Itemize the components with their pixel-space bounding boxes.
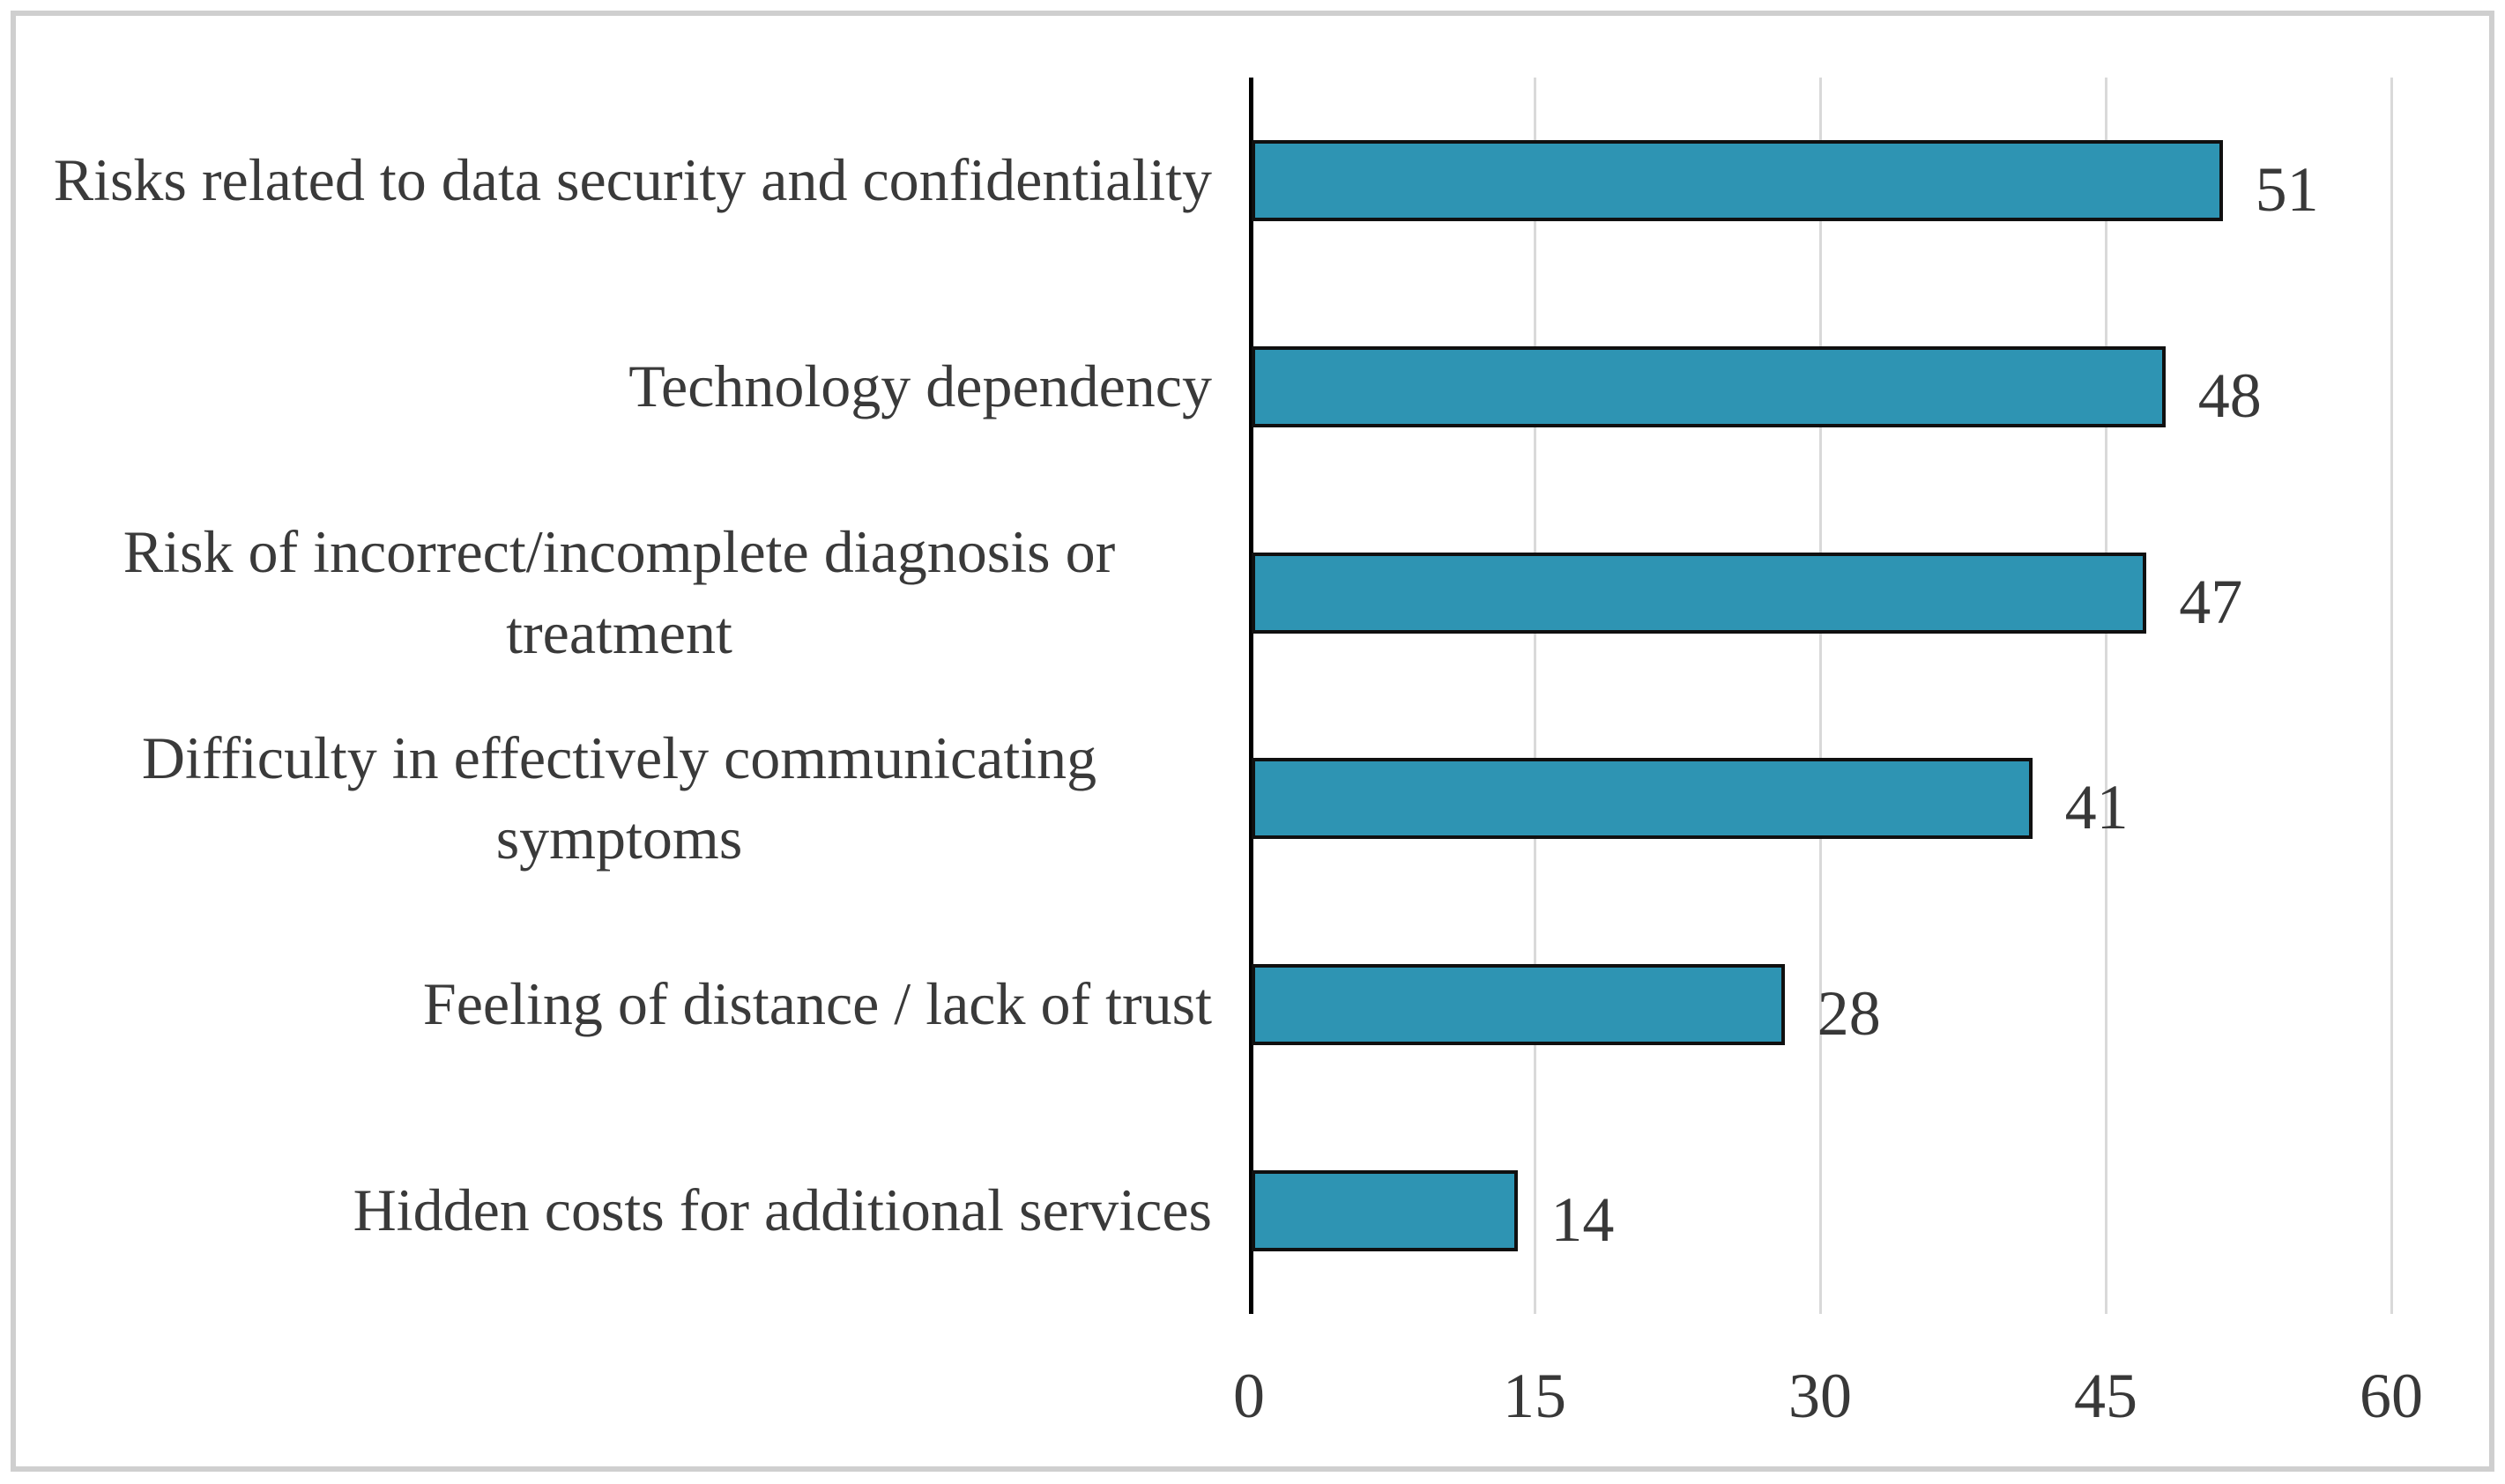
category-label-row: Risk of incorrect/incomplete diagnosis o… — [26, 490, 1212, 696]
bar — [1252, 1170, 1519, 1252]
bar-value-label: 47 — [2179, 566, 2243, 637]
category-label: Risk of incorrect/incomplete diagnosis o… — [123, 517, 1116, 666]
category-label-row: Difficulty in effectively communicating … — [26, 696, 1212, 902]
bar-value-label: 51 — [2255, 153, 2319, 225]
category-axis-line — [1249, 78, 1253, 1314]
category-label-row: Technology dependency — [26, 284, 1212, 490]
x-tick-label: 15 — [1503, 1361, 1566, 1431]
bar-value-label: 48 — [2197, 360, 2262, 431]
category-label-row: Risks related to data security and confi… — [26, 78, 1212, 284]
bar-value-label: 14 — [1550, 1184, 1615, 1256]
x-tick-label: 60 — [2360, 1361, 2423, 1431]
bar-value-label: 28 — [1817, 978, 1881, 1050]
category-label: Difficulty in effectively communicating … — [141, 723, 1097, 872]
gridline-x-15 — [1534, 78, 1536, 1314]
bar — [1252, 964, 1785, 1046]
x-tick-label: 0 — [1233, 1361, 1265, 1431]
gridline-x-45 — [2105, 78, 2107, 1314]
gridline-x-60 — [2390, 78, 2393, 1314]
gridline-x-30 — [1819, 78, 1822, 1314]
category-label-row: Hidden costs for additional services — [26, 1108, 1212, 1314]
category-label: Risks related to data security and confi… — [53, 146, 1212, 214]
bar — [1252, 758, 2033, 840]
category-label: Feeling of distance / lack of trust — [422, 970, 1212, 1038]
x-tick-label: 45 — [2074, 1361, 2137, 1431]
category-label-row: Feeling of distance / lack of trust — [26, 902, 1212, 1108]
x-tick-label: 30 — [1788, 1361, 1852, 1431]
bar-value-label: 41 — [2064, 772, 2129, 843]
bar — [1252, 345, 2166, 427]
bar — [1252, 552, 2147, 634]
category-label: Hidden costs for additional services — [353, 1176, 1212, 1244]
bar — [1252, 139, 2223, 221]
category-label: Technology dependency — [628, 352, 1212, 419]
